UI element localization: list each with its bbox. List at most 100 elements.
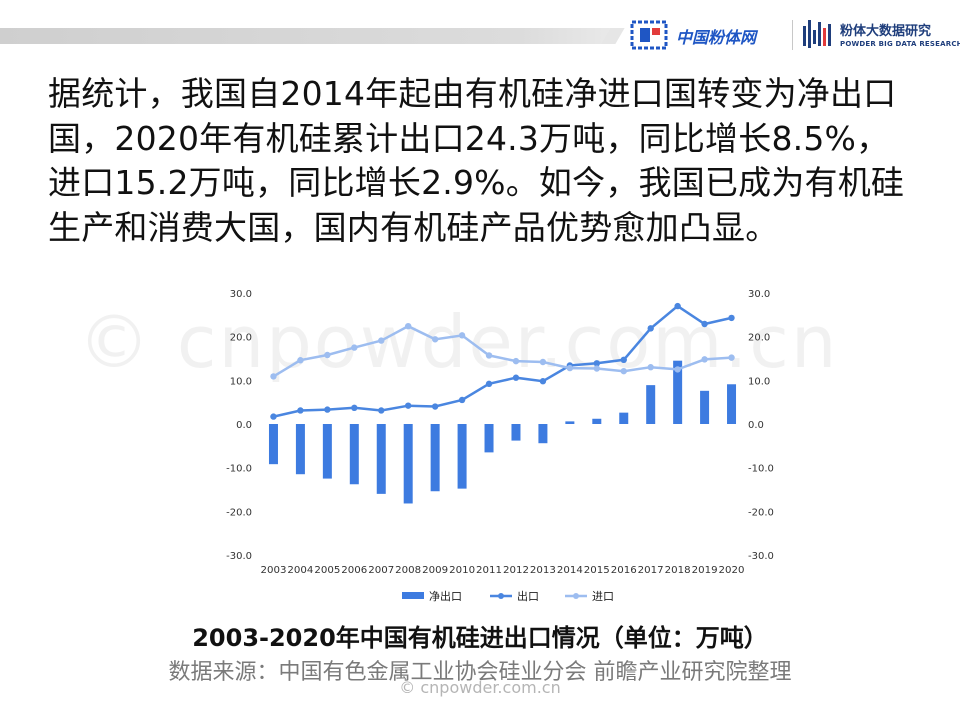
- x-tick-label: 2003: [260, 565, 286, 576]
- chart-caption: 2003-2020年中国有机硅进出口情况（单位：万吨）: [192, 624, 768, 652]
- y-tick-label-right: -20.0: [748, 507, 774, 518]
- cnpowder-logo-icon: [630, 20, 668, 50]
- import-point: [593, 365, 601, 372]
- net-export-bar: [646, 385, 656, 424]
- x-tick-label: 2016: [611, 565, 637, 576]
- import-export-chart: 30.0 30.0 20.0 20.0 10.0 10.0 0.0 0.0 -10.0 -10.0…: [226, 289, 774, 603]
- export-point: [270, 413, 277, 420]
- export-point: [378, 407, 385, 414]
- import-point: [539, 358, 547, 366]
- import-point: [297, 357, 304, 364]
- net-export-bar: [430, 424, 440, 492]
- net-export-bar: [592, 418, 602, 424]
- y-tick-label-left: 20.0: [230, 333, 252, 344]
- export-point: [297, 407, 304, 414]
- y-tick-label-right: -30.0: [748, 551, 774, 562]
- y-tick-label-left: 0.0: [236, 420, 252, 431]
- y-tick-label-right: 20.0: [748, 333, 770, 344]
- net-export-bar: [295, 424, 305, 475]
- import-point: [378, 337, 385, 344]
- x-tick-label: 2019: [692, 565, 718, 576]
- net-export-bar: [700, 390, 710, 424]
- x-tick-label: 2011: [476, 565, 502, 576]
- x-tick-label: 2015: [584, 565, 610, 576]
- legend-label: 净出口: [429, 589, 462, 603]
- net-export-bar: [349, 424, 359, 485]
- net-export-bar: [376, 424, 386, 494]
- powder-big-data-logo-subtext: POWDER BIG DATA RESEARCH: [840, 40, 960, 48]
- y-tick-label-right: 30.0: [748, 289, 770, 300]
- export-point: [458, 396, 466, 404]
- bar-chart-logo-icon: [803, 20, 831, 48]
- export-point: [728, 314, 735, 322]
- export-line: [273, 304, 732, 418]
- import-point: [485, 352, 493, 359]
- x-tick-label: 2013: [530, 565, 556, 576]
- x-tick-label: 2018: [665, 565, 691, 576]
- x-tick-label: 2008: [395, 565, 421, 576]
- legend-label: 进口: [592, 590, 614, 603]
- y-tick-label-left: -10.0: [226, 464, 252, 475]
- import-point: [620, 367, 627, 375]
- net-export-bar: [727, 384, 737, 424]
- x-tick-label: 2020: [719, 565, 745, 576]
- import-point: [324, 351, 331, 359]
- y-tick-label-right: -10.0: [748, 464, 774, 475]
- import-point: [512, 357, 520, 365]
- cnpowder-logo[interactable]: 中国粉体网: [630, 18, 780, 54]
- import-point: [728, 354, 735, 361]
- header-stripe: [0, 28, 612, 44]
- cnpowder-logo-text: 中国粉体网: [676, 28, 757, 47]
- import-point: [270, 373, 277, 380]
- net-export-bar: [538, 424, 548, 444]
- watermark-large: © cnpowder.com.cn: [78, 300, 839, 384]
- x-tick-label: 2010: [449, 565, 475, 576]
- import-point: [404, 322, 412, 330]
- net-export-bar: [403, 424, 413, 504]
- export-point: [674, 302, 681, 310]
- y-tick-label-left: -20.0: [226, 507, 252, 518]
- net-export-bar: [322, 424, 332, 479]
- import-point: [566, 364, 574, 372]
- export-point: [701, 320, 708, 328]
- x-tick-label: 2006: [341, 565, 367, 576]
- logo-divider: [792, 20, 793, 50]
- export-point: [431, 403, 439, 410]
- x-tick-label: 2017: [638, 565, 664, 576]
- legend-swatch-net: [402, 592, 424, 599]
- data-source: 数据来源：中国有色金属工业协会硅业分会 前瞻产业研究院整理: [168, 660, 792, 685]
- net-export-bar: [673, 360, 683, 424]
- net-export-bar: [484, 424, 494, 453]
- powder-big-data-logo-text: 粉体大数据研究: [840, 24, 932, 39]
- export-point: [351, 404, 358, 412]
- import-point: [701, 356, 708, 363]
- import-point: [458, 332, 466, 339]
- x-tick-label: 2014: [557, 565, 583, 576]
- powder-big-data-logo[interactable]: 粉体大数据研究 POWDER BIG DATA RESEARCH: [800, 16, 960, 56]
- import-line: [272, 324, 732, 378]
- export-point: [512, 374, 520, 381]
- x-tick-label: 2009: [422, 565, 448, 576]
- net-export-bar: [268, 424, 278, 465]
- net-export-bar: [565, 421, 575, 424]
- export-point: [485, 380, 493, 388]
- watermark-small: © cnpowder.com.cn: [399, 678, 561, 697]
- y-tick-label-left: 10.0: [230, 376, 252, 387]
- net-export-bar: [511, 424, 521, 441]
- import-point: [351, 344, 358, 351]
- y-tick-label-right: 0.0: [748, 420, 764, 431]
- net-export-bar: [619, 412, 629, 424]
- import-point: [674, 366, 681, 373]
- y-tick-label-right: 10.0: [748, 376, 770, 387]
- intro-paragraph: 据统计，我国自2014年起由有机硅净进口国转变为净出口国，2020年有机硅累计出…: [48, 74, 905, 247]
- y-tick-label-left: -30.0: [226, 551, 252, 562]
- export-point: [593, 360, 601, 367]
- legend-swatch-dot: [573, 593, 579, 599]
- x-tick-label: 2012: [503, 565, 529, 576]
- net-export-bar: [457, 424, 467, 489]
- x-tick-label: 2005: [314, 565, 340, 576]
- export-point: [324, 406, 331, 413]
- export-point: [404, 402, 412, 409]
- y-tick-label-left: 30.0: [230, 289, 252, 300]
- legend-label: 出口: [517, 589, 539, 603]
